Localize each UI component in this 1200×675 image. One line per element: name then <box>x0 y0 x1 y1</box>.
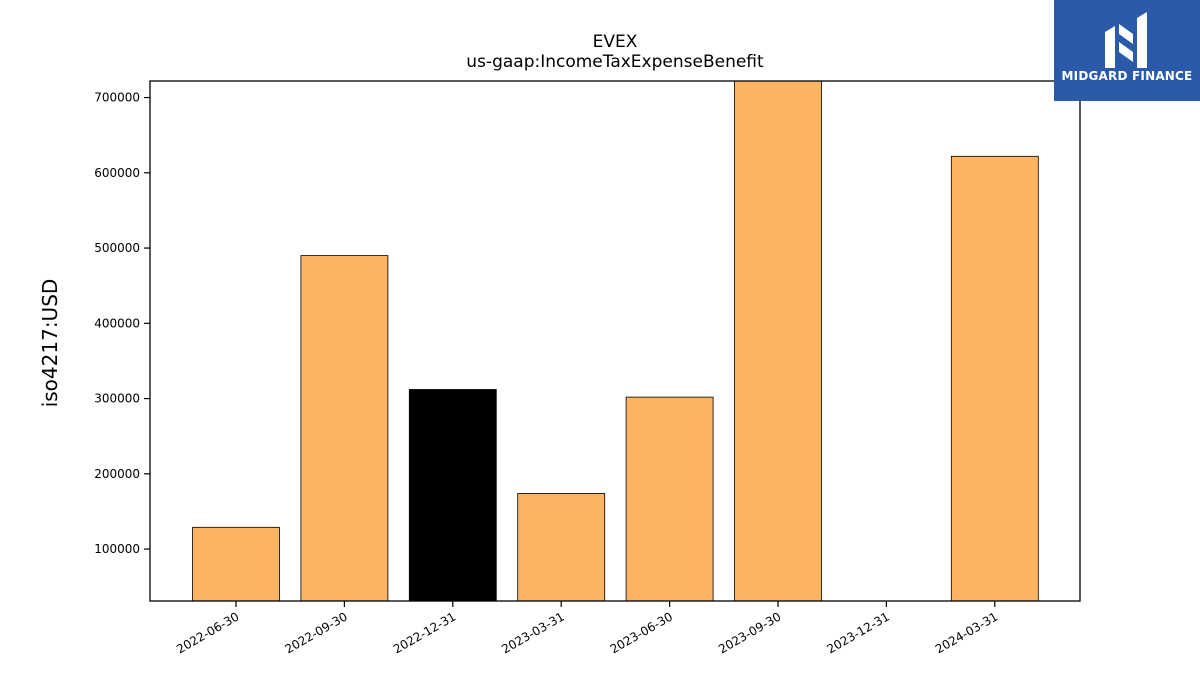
midgard-finance-logo: MIDGARD FINANCE <box>1054 0 1200 101</box>
plot-frame <box>149 80 1081 602</box>
y-tick-label: 400000 <box>94 316 140 330</box>
y-tick-label: 200000 <box>94 467 140 481</box>
x-tick-label: 2023-09-30 <box>716 609 783 656</box>
x-tick-label: 2023-06-30 <box>608 609 675 656</box>
x-tick-label: 2024-03-31 <box>933 609 1000 656</box>
x-tick-label: 2023-12-31 <box>824 609 891 656</box>
y-tick-label: 700000 <box>94 91 140 105</box>
x-tick-label: 2022-09-30 <box>282 609 349 656</box>
y-tick-label: 100000 <box>94 542 140 556</box>
x-axis: 2022-06-30 2022-09-30 2022-12-31 2023-03-31… <box>174 601 1000 656</box>
x-tick-label: 2023-03-31 <box>499 609 566 656</box>
bar-2023-06-30 <box>625 396 714 602</box>
bar-2023-09-30 <box>734 80 822 602</box>
midgard-finance-logo-icon <box>1105 12 1147 68</box>
bar-2022-09-30 <box>300 255 389 602</box>
chart-title: EVEX <box>592 32 638 52</box>
y-axis: 100000 200000 300000 400000 500000 600000 7000… <box>94 91 150 556</box>
bars-group <box>192 80 1039 602</box>
bar-2022-06-30 <box>192 526 280 602</box>
y-tick-label: 300000 <box>94 392 140 406</box>
chart-subtitle: us-gaap:IncomeTaxExpenseBenefit <box>466 52 764 72</box>
logo-text: MIDGARD FINANCE <box>1061 69 1193 83</box>
y-tick-label: 500000 <box>94 241 140 255</box>
bar-2024-03-31 <box>950 155 1039 602</box>
bar-2023-03-31 <box>517 492 606 602</box>
bar-2022-12-31 <box>408 389 497 602</box>
x-tick-label: 2022-12-31 <box>391 609 458 656</box>
y-tick-label: 600000 <box>94 166 140 180</box>
y-axis-label: iso4217:USD <box>38 278 62 408</box>
x-tick-label: 2022-06-30 <box>174 609 241 656</box>
